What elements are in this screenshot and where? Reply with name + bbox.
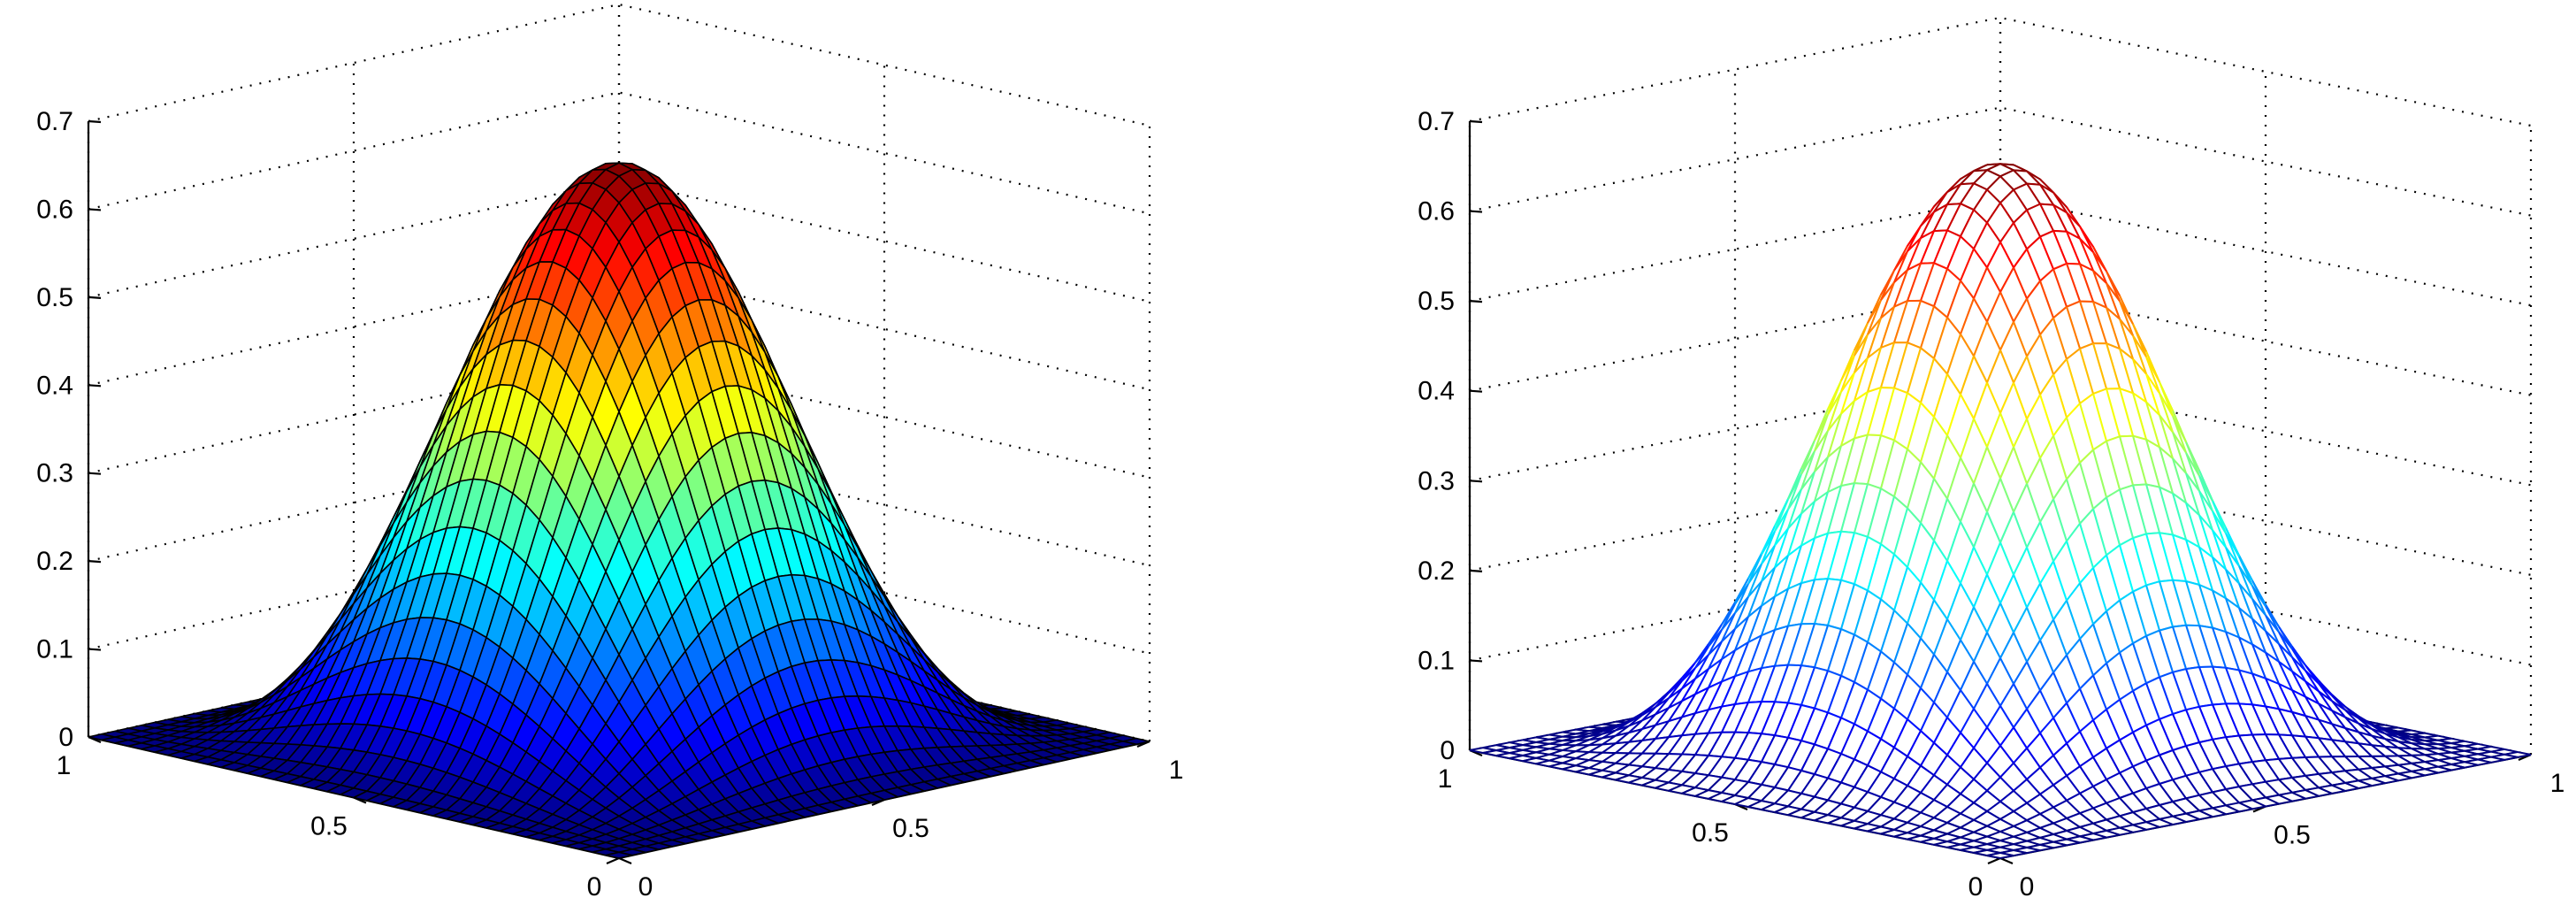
x-tick-label: 0.5	[310, 812, 348, 841]
z-tick-mark	[88, 295, 102, 299]
surface	[88, 162, 1150, 859]
y-tick-mark	[606, 856, 620, 865]
z-tick-mark	[1469, 389, 1483, 393]
z-tick-mark	[1469, 569, 1483, 572]
y-tick-label: 0	[2020, 872, 2035, 898]
y-tick-label: 0.5	[892, 814, 929, 843]
z-tick-label: 0	[58, 723, 73, 752]
z-tick-mark	[88, 648, 102, 651]
z-tick-label: 0.4	[36, 371, 73, 400]
x-tick-label: 1	[1438, 764, 1453, 794]
z-grid-line	[88, 355, 1150, 479]
z-tick-label: 0.4	[1418, 377, 1455, 406]
z-tick-label: 0.7	[1418, 107, 1455, 136]
z-tick-mark	[88, 208, 102, 211]
x-tick-label: 0	[587, 872, 602, 898]
z-tick-mark	[88, 384, 102, 388]
x-tick-label: 0	[1968, 872, 1984, 898]
z-tick-label: 0.1	[1418, 646, 1455, 675]
y-tick-label: 0	[638, 872, 654, 898]
z-tick-mark	[1469, 210, 1483, 213]
x-tick-label: 1	[57, 751, 72, 780]
y-tick-mark	[1987, 856, 2001, 865]
y-tick-label: 1	[1169, 756, 1184, 785]
z-grid-line	[88, 91, 1150, 215]
z-grid-line	[88, 267, 1150, 391]
surface	[1469, 163, 2532, 859]
z-tick-mark	[1469, 119, 1483, 124]
z-tick-label: 0.6	[1418, 197, 1455, 226]
z-grid-line	[88, 179, 1150, 303]
z-tick-mark	[88, 472, 102, 475]
z-tick-label: 0	[1440, 736, 1455, 765]
z-tick-label: 0.6	[36, 195, 73, 224]
z-tick-mark	[88, 119, 102, 124]
z-tick-mark	[1469, 659, 1483, 663]
z-tick-label: 0.1	[36, 635, 73, 664]
z-tick-label: 0.2	[1418, 556, 1455, 586]
z-tick-label: 0.3	[1418, 466, 1455, 495]
z-grid-line	[88, 531, 1150, 655]
z-tick-mark	[1469, 480, 1483, 483]
y-tick-label: 1	[2550, 769, 2565, 798]
z-grid-line	[88, 3, 1150, 127]
z-tick-label: 0.7	[36, 107, 73, 136]
x-tick-mark	[618, 856, 632, 865]
z-tick-label: 0.3	[36, 459, 73, 488]
z-grid-line	[88, 443, 1150, 567]
z-tick-label: 0.5	[36, 283, 73, 312]
x-tick-mark	[1999, 856, 2014, 865]
z-tick-label: 0.5	[1418, 287, 1455, 316]
z-tick-mark	[88, 560, 102, 564]
z-tick-mark	[1469, 300, 1483, 303]
x-tick-label: 0.5	[1692, 818, 1729, 848]
z-tick-label: 0.2	[36, 547, 73, 576]
y-tick-label: 0.5	[2274, 821, 2311, 850]
